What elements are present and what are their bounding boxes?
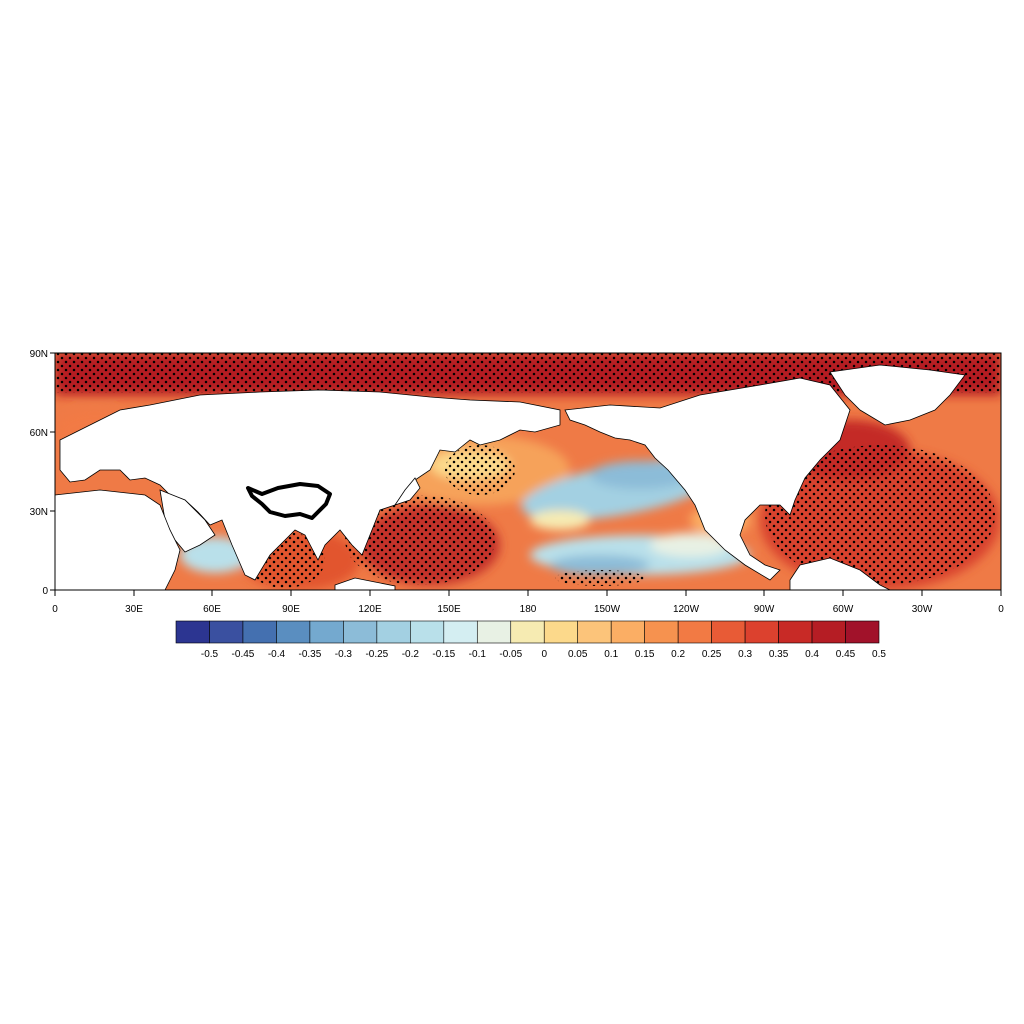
colorbar-label: -0.4 [268,649,286,660]
tibetan-plateau-outline [246,482,332,520]
colorbar-swatch [711,620,746,644]
colorbar-label: 0.45 [836,649,856,660]
x-tick-label: 60W [833,604,854,615]
colorbar-swatch [744,620,779,644]
north-america-land [564,377,851,581]
colorbar-swatch [677,620,712,644]
colorbar-swatch [811,620,846,644]
colorbar-swatch [343,620,378,644]
japan-land [394,477,421,506]
x-tick-label: 0 [998,604,1004,615]
colorbar-swatch [510,620,545,644]
y-tick-label: 90N [30,349,48,360]
south-america-land [789,557,891,590]
colorbar-swatch [309,620,344,644]
colorbar-swatch [175,620,210,644]
colorbar-label: -0.35 [299,649,322,660]
x-tick-label: 150W [594,604,621,615]
plot-area [55,353,1001,590]
greenland-land [829,364,966,426]
colorbar-label: -0.45 [232,649,255,660]
x-tick-label: 120W [673,604,700,615]
colorbar-swatch [610,620,645,644]
x-tick-label: 30W [912,604,933,615]
colorbar-label: 0 [541,649,547,660]
colorbar-label: -0.25 [365,649,388,660]
colorbar-label: -0.3 [335,649,353,660]
colorbar-swatch [443,620,478,644]
y-tick-label: 0 [42,586,48,597]
x-tick-label: 180 [520,604,537,615]
colorbar: -0.5 -0.45 -0.4 -0.35 -0.3 -0.25 -0.2 -0.15 -0.1… [175,620,886,660]
x-tick-label: 0 [52,604,58,615]
colorbar-swatch [242,620,277,644]
x-tick-label: 90E [282,604,300,615]
x-tick-label: 60E [203,604,221,615]
colorbar-label: 0.5 [872,649,886,660]
colorbar-swatch [209,620,244,644]
x-tick-label: 150E [437,604,461,615]
colorbar-swatch [410,620,445,644]
colorbar-label: 0.3 [738,649,752,660]
colorbar-label: 0.35 [769,649,789,660]
y-tick-label: 60N [30,428,48,439]
stippling [55,353,1001,588]
colorbar-swatch [845,620,880,644]
colorbar-label: -0.05 [499,649,522,660]
x-tick-label: 120E [358,604,382,615]
colorbar-label: 0.25 [702,649,722,660]
x-tick-label: 30E [125,604,143,615]
colorbar-swatch [543,620,579,644]
colorbar-swatch [778,620,813,644]
colorbar-label: -0.15 [432,649,455,660]
colorbar-swatch [577,620,612,644]
y-tick-label: 30N [30,507,48,518]
colorbar-label: 0.4 [805,649,819,660]
colorbar-swatch [376,620,411,644]
colorbar-label: 0.2 [671,649,685,660]
maritime-continent-land [334,577,396,590]
colorbar-label: 0.1 [604,649,618,660]
colorbar-label: 0.15 [635,649,655,660]
x-tick-label: 90W [754,604,775,615]
y-axis [50,352,55,591]
colorbar-label: -0.2 [402,649,420,660]
africa-land [55,489,181,590]
colorbar-swatch [276,620,311,644]
colorbar-label: -0.5 [201,649,219,660]
colorbar-swatch [476,620,512,644]
colorbar-label: -0.1 [469,649,487,660]
colorbar-label: 0.05 [568,649,588,660]
colorbar-swatch [644,620,679,644]
x-axis [54,590,1002,596]
